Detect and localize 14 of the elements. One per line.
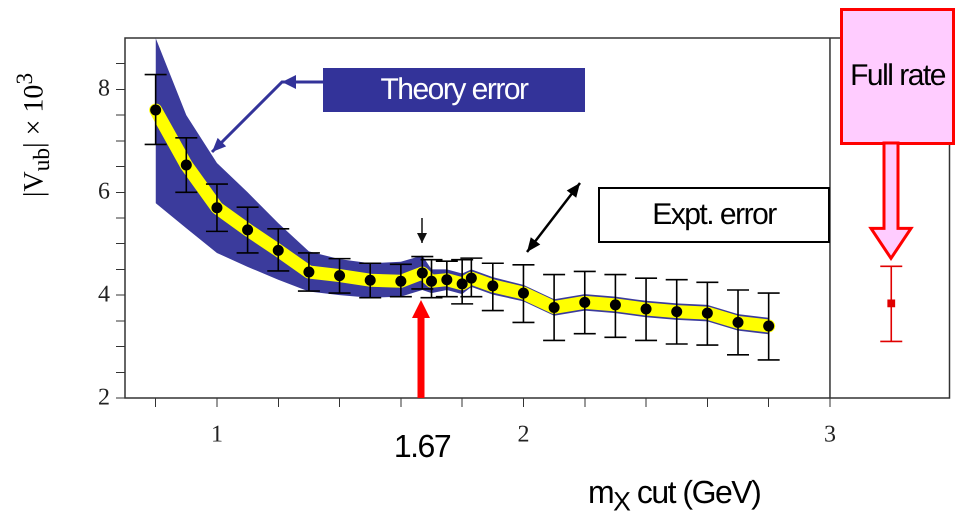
x-tick-label: 1 xyxy=(210,422,223,448)
y-tick-label: 8 xyxy=(98,76,110,102)
y-tick-label: 6 xyxy=(98,178,110,205)
y-tick-label: 4 xyxy=(98,281,110,308)
x-tick-label: 2 xyxy=(517,422,530,448)
x-axis-title: m$_{X}$ cut (GeV) xyxy=(588,474,760,516)
callout-box: Expt. error xyxy=(598,187,830,243)
callout-box: Theory error xyxy=(323,68,585,112)
x-tick-label: 3 xyxy=(824,422,836,448)
annotation: Theory error xyxy=(380,72,528,108)
text: 1.67 xyxy=(394,428,450,464)
callout-box: Full rate xyxy=(840,8,955,145)
annotation: Expt. error xyxy=(652,198,776,232)
y-tick-label: 2 xyxy=(98,384,110,410)
